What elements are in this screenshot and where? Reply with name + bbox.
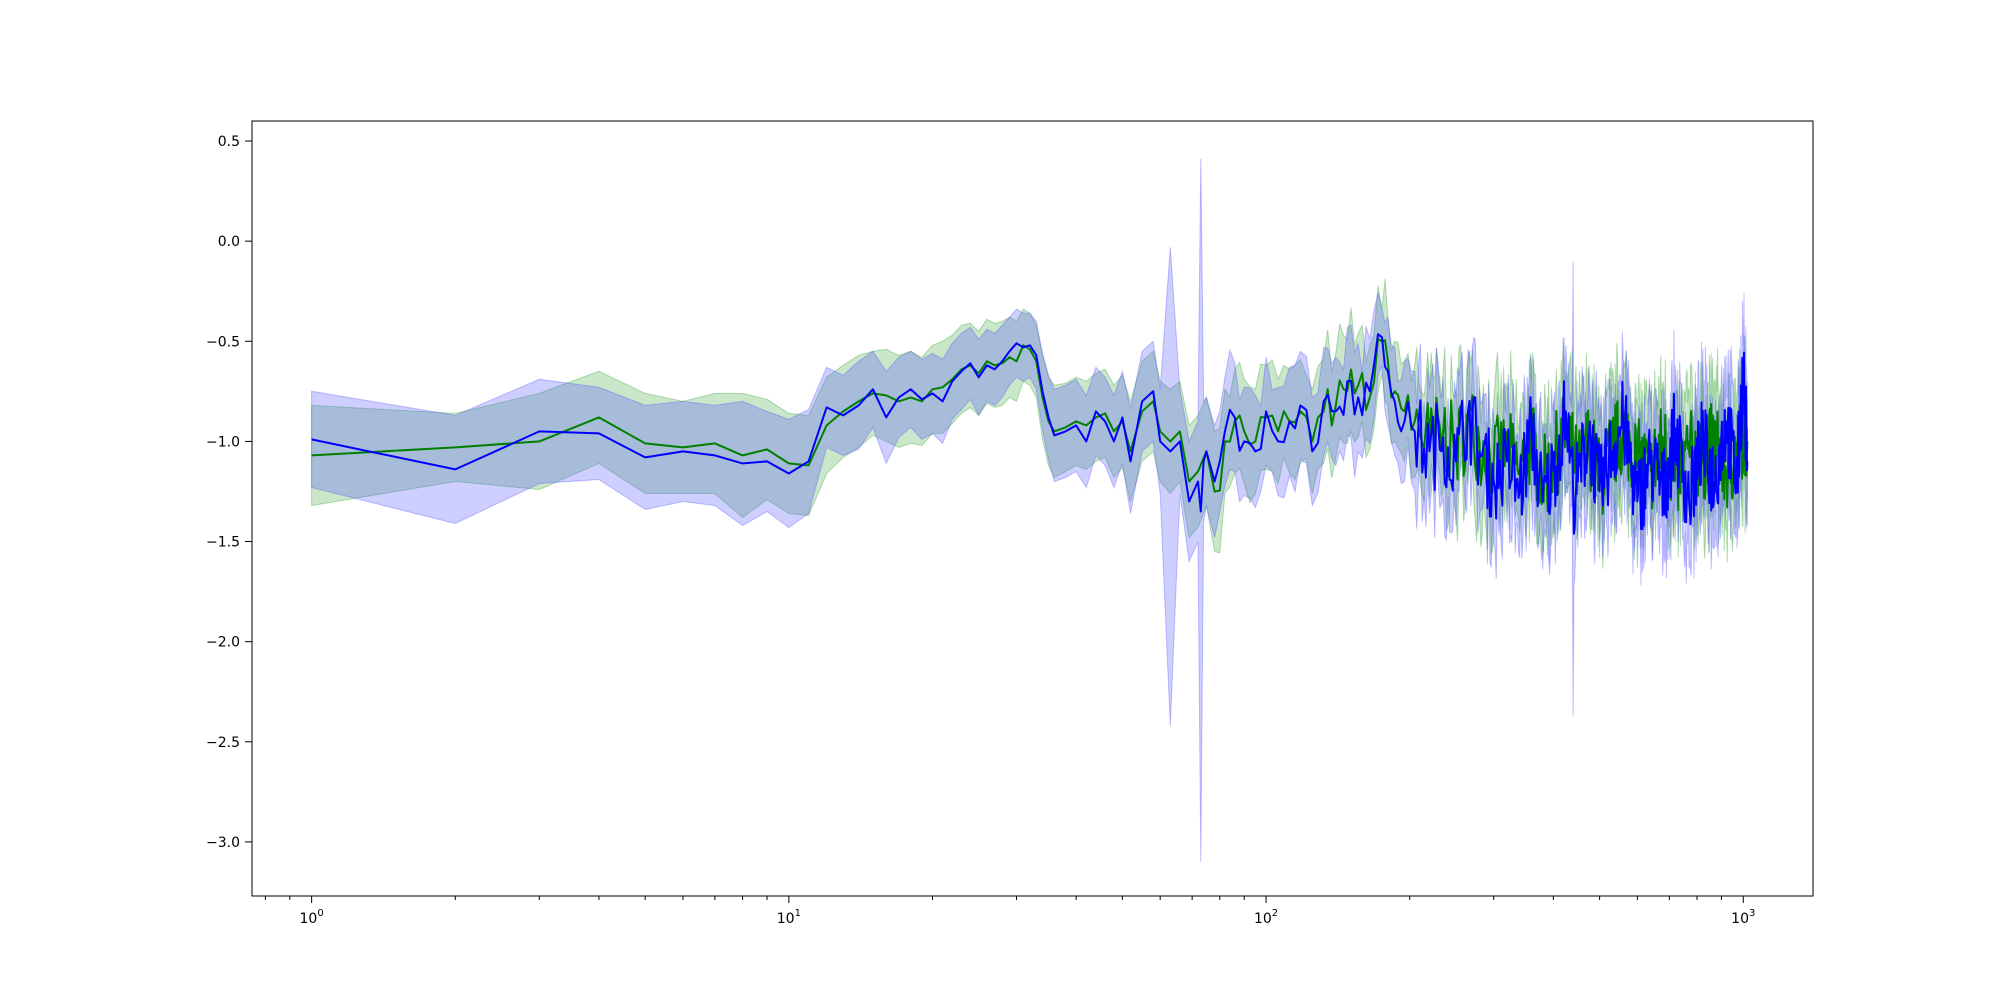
y-tick-label: −3.0 <box>206 835 240 851</box>
y-axis: 0.5 0.0 −0.5 −1.0 −1.5 −2.0 −2.5 −3.0 <box>206 134 252 851</box>
x-tick-label: 102 <box>1254 908 1278 927</box>
y-tick-label: −1.5 <box>206 535 240 551</box>
y-tick-label: 0.0 <box>218 234 240 250</box>
x-tick-label: 100 <box>300 908 324 927</box>
y-tick-label: −2.5 <box>206 735 240 751</box>
series-lines <box>311 333 1749 535</box>
series-0-line <box>311 338 1749 515</box>
y-tick-label: −1.0 <box>206 434 240 450</box>
x-axis: 100 101 102 103 <box>264 896 1755 927</box>
x-tick-label: 101 <box>777 908 801 927</box>
plot-frame <box>251 120 1814 897</box>
series-1-line <box>311 333 1749 535</box>
y-tick-label: 0.5 <box>218 134 240 150</box>
y-tick-label: −2.0 <box>206 635 240 651</box>
y-tick-label: −0.5 <box>206 334 240 350</box>
series-0-band <box>311 279 1748 569</box>
x-tick-label: 103 <box>1731 908 1755 927</box>
